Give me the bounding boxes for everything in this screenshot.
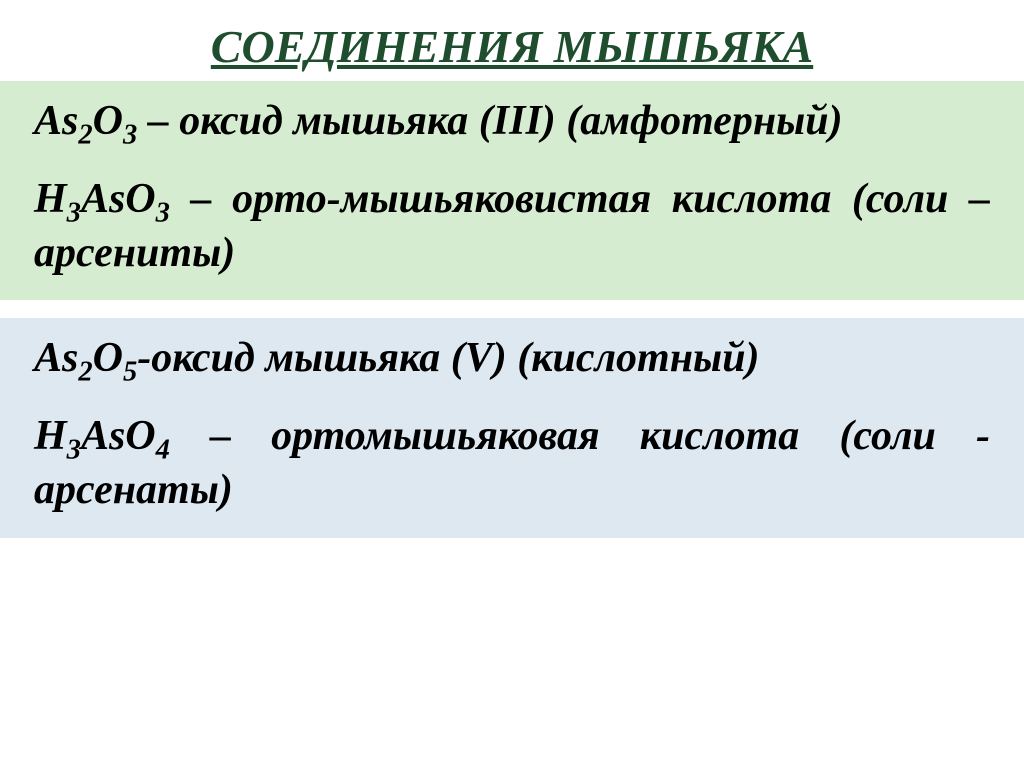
f-mid: AsO [81, 413, 156, 459]
f-sub: 2 [78, 357, 92, 388]
line-as2o3: As2O3 – оксид мышьяка (III) (амфотерный) [34, 95, 990, 149]
block-gap [0, 300, 1024, 318]
f-sub: 3 [123, 119, 137, 150]
f-post: – орто-мышьяковистая кислота (соли – арс… [34, 176, 990, 276]
f-sub: 4 [156, 434, 170, 465]
f-pre: H [34, 176, 67, 222]
f-sub: 3 [67, 197, 81, 228]
f-mid: O [93, 98, 123, 144]
line-as2o5: As2O5-оксид мышьяка (V) (кислотный) [34, 332, 990, 386]
f-mid: O [93, 335, 123, 381]
f-mid: AsO [81, 176, 156, 222]
block-arsenic-v: As2O5-оксид мышьяка (V) (кислотный) H3As… [0, 318, 1024, 537]
block-arsenic-iii: As2O3 – оксид мышьяка (III) (амфотерный)… [0, 81, 1024, 300]
f-post: -оксид мышьяка (V) (кислотный) [137, 335, 759, 381]
slide: СОЕДИНЕНИЯ МЫШЬЯКА As2O3 – оксид мышьяка… [0, 0, 1024, 768]
f-pre: As [34, 335, 78, 381]
line-h3aso3: H3AsO3 – орто-мышьяковистая кислота (сол… [34, 173, 990, 281]
f-sub: 5 [123, 357, 137, 388]
line-h3aso4: H3AsO4 – ортомышьяковая кислота (соли - … [34, 410, 990, 518]
f-sub: 3 [156, 197, 170, 228]
f-pre: As [34, 98, 78, 144]
f-sub: 2 [78, 119, 92, 150]
f-sub: 3 [67, 434, 81, 465]
slide-title: СОЕДИНЕНИЯ МЫШЬЯКА [0, 0, 1024, 81]
f-post: – ортомышьяковая кислота (соли - арсенат… [34, 413, 990, 513]
f-post: – оксид мышьяка (III) (амфотерный) [137, 98, 842, 144]
f-pre: H [34, 413, 67, 459]
